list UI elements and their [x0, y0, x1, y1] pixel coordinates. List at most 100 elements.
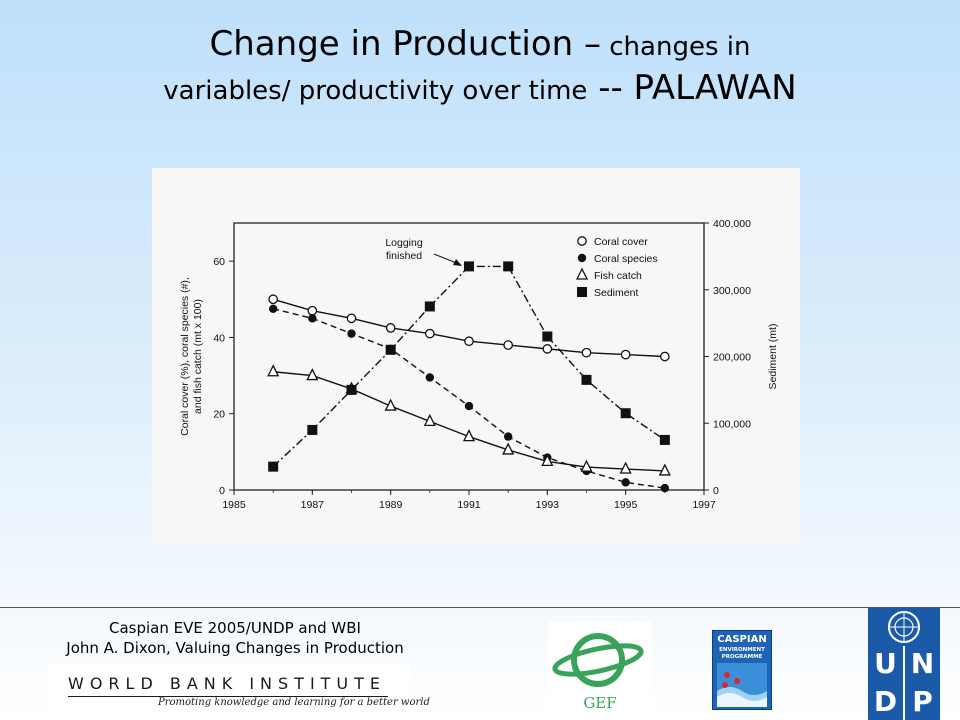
world-bank-institute-logo: WORLD BANK INSTITUTE Promoting knowledge…	[48, 664, 430, 714]
data-point-coral-cover	[385, 323, 396, 333]
data-point-coral-cover	[268, 294, 279, 305]
y-left-tick-label: 40	[213, 332, 225, 344]
undp-divider	[903, 646, 905, 720]
data-point-fish-catch	[658, 463, 671, 476]
series-line-fish-catch	[273, 371, 665, 472]
data-point-sediment	[346, 384, 357, 395]
legend-label: Coral cover	[594, 236, 648, 248]
cep-line-3: PROGRAMME	[721, 654, 763, 660]
slide-title: Change in Production – changes in variab…	[0, 22, 960, 110]
series-line-sediment	[272, 265, 666, 468]
data-point-coral-cover	[503, 340, 514, 350]
x-tick-label: 1985	[222, 499, 246, 511]
data-point-fish-catch	[384, 398, 397, 411]
data-point-sediment	[581, 374, 592, 385]
data-point-coral-species	[503, 432, 513, 441]
data-point-coral-cover	[620, 349, 631, 360]
series-line-coral-cover	[272, 298, 665, 358]
y-right-label: Sediment (mt)	[767, 324, 779, 390]
data-point-sediment	[503, 261, 514, 272]
data-point-fish-catch	[306, 368, 319, 381]
x-tick-label: 1987	[301, 499, 325, 511]
credit-line-2: John A. Dixon, Valuing Changes in Produc…	[66, 639, 404, 657]
legend-marker	[575, 267, 589, 280]
data-point-sediment	[307, 424, 318, 435]
legend-label: Sediment	[594, 287, 638, 299]
title-sub-2: variables/ productivity over time	[163, 76, 588, 107]
data-point-coral-cover	[346, 313, 357, 324]
data-point-sediment	[542, 331, 553, 342]
legend-label: Fish catch	[594, 270, 642, 282]
data-point-fish-catch	[502, 442, 515, 455]
cep-line-1: CASPIAN	[717, 634, 767, 645]
data-point-coral-species	[660, 483, 670, 493]
data-point-sediment	[268, 461, 279, 472]
data-point-coral-cover	[542, 344, 553, 354]
annotation-line-2: finished	[386, 250, 422, 262]
data-point-fish-catch	[423, 413, 436, 426]
y-right-tick-label: 0	[713, 485, 719, 497]
data-point-coral-cover	[464, 336, 474, 347]
y-left-tick-label: 20	[213, 409, 225, 421]
x-tick-label: 1993	[536, 499, 560, 511]
gef-logo: GEF	[548, 622, 652, 718]
chart-panel: 1985 1987 1989 1991 1993 1995 1997 0 20 40 60 0 100,…	[152, 168, 800, 544]
footer-divider	[0, 607, 960, 608]
wbi-tagline: Promoting knowledge and learning for a b…	[158, 697, 430, 708]
data-point-coral-cover	[581, 347, 592, 358]
x-tick-label: 1995	[614, 499, 638, 511]
title-location: -- PALAWAN	[587, 68, 797, 109]
data-point-sediment	[385, 344, 396, 355]
y-left-label-line-1: Coral cover (%), coral species (#),	[179, 277, 191, 436]
data-point-fish-catch	[541, 453, 554, 467]
data-point-sediment	[620, 408, 631, 419]
series-line-coral-species	[273, 308, 665, 489]
legend-marker	[577, 287, 587, 297]
data-point-fish-catch	[462, 429, 476, 442]
data-point-sediment	[659, 434, 670, 445]
y-left-tick-label: 60	[213, 256, 225, 268]
undp-letter-d: D	[873, 685, 898, 718]
annotation-line-1: Logging	[385, 237, 423, 249]
data-point-coral-species	[308, 314, 317, 323]
legend-marker	[577, 236, 587, 246]
data-point-coral-cover	[424, 328, 435, 339]
data-point-coral-cover	[307, 305, 318, 316]
credit-block: Caspian EVE 2005/UNDP and WBI John A. Di…	[20, 618, 450, 658]
title-main: Change in Production –	[209, 24, 601, 64]
data-point-fish-catch	[267, 364, 280, 377]
un-emblem-icon	[888, 611, 920, 643]
y-right-tick-label: 300,000	[713, 285, 751, 297]
undp-letter-p: P	[912, 685, 933, 718]
x-tick-label: 1997	[692, 499, 716, 511]
cep-line-2: ENVIRONMENT	[719, 647, 765, 653]
title-sub: changes in	[601, 32, 751, 62]
wbi-rule	[68, 696, 388, 697]
y-left-label-line-2: and fish catch (mt x 100)	[192, 299, 204, 414]
cep-emblem-icon	[717, 663, 767, 707]
data-point-coral-species	[268, 304, 278, 314]
gef-globe-icon	[552, 633, 644, 687]
legend-label: Coral species	[594, 253, 658, 265]
data-point-sediment	[424, 301, 435, 312]
data-point-coral-cover	[659, 351, 670, 362]
x-tick-label: 1989	[379, 499, 403, 511]
gef-label: GEF	[583, 694, 617, 712]
data-point-coral-species	[621, 478, 630, 487]
undp-letter-u: U	[874, 647, 897, 680]
data-point-fish-catch	[580, 459, 593, 472]
undp-letter-n: N	[910, 647, 935, 680]
credit-line-1: Caspian EVE 2005/UNDP and WBI	[109, 619, 361, 637]
y-right-tick-label: 400,000	[713, 218, 751, 230]
y-right-tick-label: 100,000	[713, 418, 751, 430]
line-chart: 1985 1987 1989 1991 1993 1995 1997 0 20 40 60 0 100,…	[179, 218, 779, 511]
y-right-tick-label: 200,000	[713, 352, 751, 364]
legend-marker	[577, 253, 587, 263]
data-point-sediment	[464, 261, 474, 272]
data-point-coral-species	[347, 329, 356, 338]
data-point-fish-catch	[619, 461, 632, 474]
caspian-environment-programme-logo: CASPIAN ENVIRONMENT PROGRAMME	[712, 630, 772, 710]
data-point-coral-species	[464, 401, 474, 411]
wbi-name: WORLD BANK INSTITUTE	[68, 674, 387, 693]
y-left-tick-label: 0	[219, 485, 225, 497]
